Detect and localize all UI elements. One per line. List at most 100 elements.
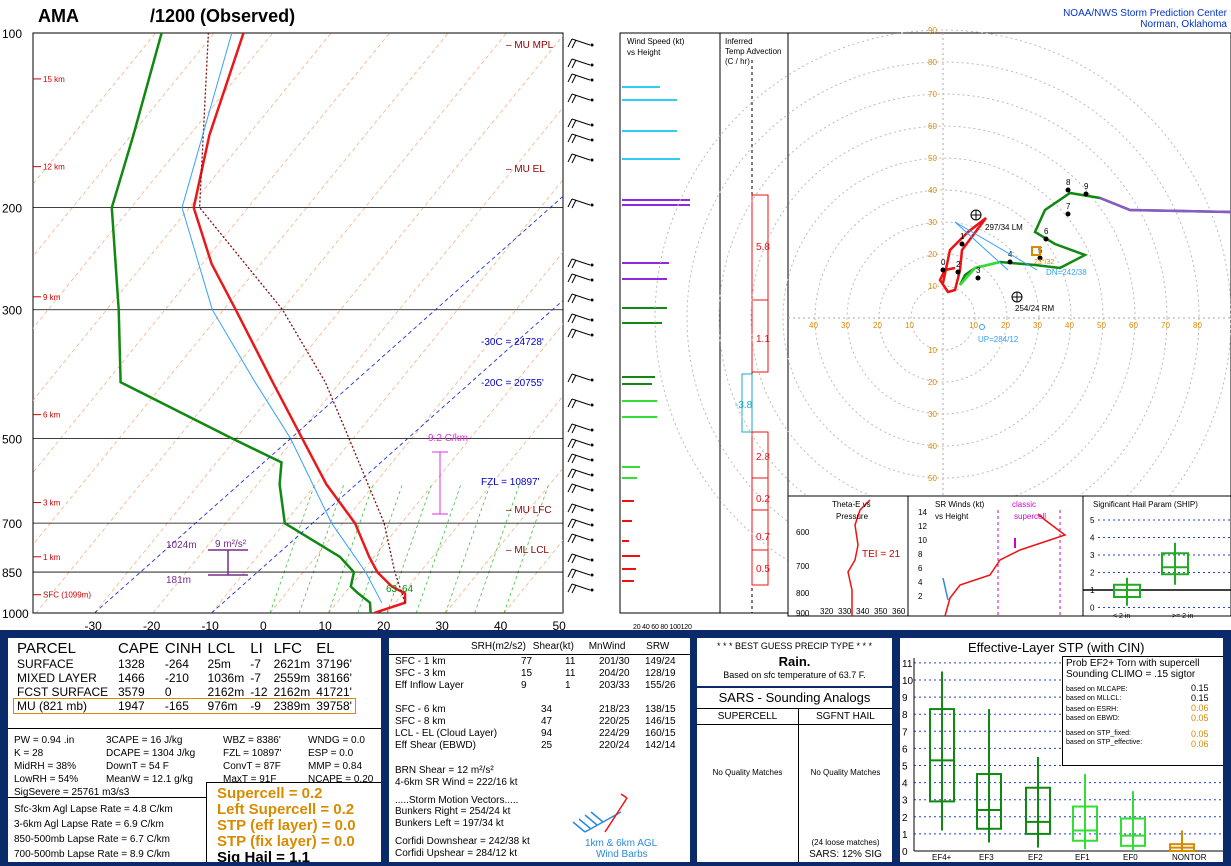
wind-barb-flag (567, 328, 573, 338)
hodo-ring-label: 30 (928, 218, 937, 227)
wind-barb-dot (590, 538, 594, 542)
stp-category-label: EF1 (1075, 853, 1090, 862)
parcel-cell: -9 (250, 699, 261, 713)
dry-adiabat (33, 33, 449, 546)
hodo-x-label: 60 (1129, 321, 1138, 330)
inflow-bottom-label: 181m (166, 575, 191, 586)
kinematics-cell: 138/15 (645, 704, 676, 715)
ship-y-label: 5 (1090, 516, 1095, 525)
wind-barb-shaft (571, 453, 591, 461)
hodograph-point-label: 1 (960, 232, 965, 241)
kinematics-cell: 128/19 (645, 668, 676, 679)
wind-speed-bar (622, 477, 637, 479)
wind-barb-dot (590, 508, 594, 512)
mixing-ratio-line (328, 484, 374, 613)
stp-box (1025, 786, 1051, 835)
srw-title1: SR Winds (kt) (935, 500, 985, 509)
index-value: K = 28 (14, 748, 44, 759)
wind-barb-flag (567, 153, 573, 163)
wetbulb-trace (181, 33, 383, 603)
parcel-table: PARCEL CAPE CINH LCL LI LFC EL SURFACE 13… (13, 640, 356, 714)
stp-boxplot: 0 1 2 3 4 5 6 7 8 9 10 11 EF4+ EF3 EF2 EF1 EF0 NONTOR (902, 658, 1223, 862)
wind-barb-dot (590, 203, 594, 207)
wind-barb-flag (571, 439, 577, 449)
wind-barb-flag (567, 453, 573, 463)
sr-wind-trace: 14 12 10 8 6 4 2 (918, 508, 1067, 617)
hodograph-point-label: 8 (1066, 178, 1071, 187)
dry-adiabat (33, 33, 273, 329)
index-value: NCAPE = 0.20 (308, 774, 374, 785)
sars-loose: (24 loose matches) (811, 838, 880, 847)
composite-stp-eff: STP (eff layer) = 0.0 (217, 817, 356, 834)
sars-nomatch1: No Quality Matches (712, 768, 783, 777)
composite-stp-fix: STP (fix layer) = 0.0 (217, 833, 355, 850)
index-col4: WNDG = 0.0 ESP = 0.0 MMP = 0.84 NCAPE = … (308, 734, 373, 786)
station-title: AMA (38, 6, 79, 26)
ship-x1: < 2 in (1113, 613, 1131, 620)
org-line1: NOAA/NWS Storm Prediction Center (1063, 8, 1227, 19)
hodo-ring-label: 10 (928, 282, 937, 291)
hodograph-point-label: 3 (976, 266, 981, 275)
wind-speed-bar (622, 322, 662, 324)
mixing-ratio-line (298, 484, 345, 613)
wind-barb-flag (571, 134, 577, 144)
dry-adiabat (35, 33, 507, 613)
motion-vector: Bunkers Right = 254/24 kt (395, 806, 511, 817)
kin-header: SRW (646, 641, 670, 652)
stp-based-row: based on MLLCL: (1066, 694, 1186, 703)
kinematics-cell: 220/24 (599, 740, 630, 751)
precip-title: * * * BEST GUESS PRECIP TYPE * * * (716, 641, 873, 651)
stp-based-label: based on EBWD: (1066, 715, 1120, 722)
hodo-x-label: 10 (905, 321, 914, 330)
temp-adv-box (741, 373, 753, 433)
parcel-cell: 37196' (316, 657, 352, 671)
height-label: SFC (1099m) (43, 591, 91, 600)
wind-barb-flag (571, 74, 577, 84)
mixing-ratio-line (415, 484, 462, 613)
wind-barb-dot (590, 43, 594, 47)
wind-speed-bar (622, 262, 669, 264)
wind-barb-flag (571, 469, 577, 479)
wind-barb-flag (567, 468, 573, 478)
wind-barb-dot (590, 278, 594, 282)
lapse-rate: 850-500mb Lapse Rate = 6.7 C/km (14, 834, 170, 845)
upshear-label: UP=284/12 (978, 335, 1019, 344)
kinematics-cell: 201/30 (599, 656, 630, 667)
kinematics-cell: 155/26 (645, 680, 676, 691)
wind-speed-bar (622, 158, 680, 160)
wind-barb-dot (590, 403, 594, 407)
mu-mpl-label: – MU MPL (506, 40, 554, 51)
kinematics-cell: Eff Inflow Layer (395, 680, 464, 691)
precip-note: Based on sfc temperature of 63.7 F. (723, 670, 866, 680)
stp-box (1072, 805, 1098, 842)
hodo-ring-label: 20 (928, 378, 937, 387)
index-value: FZL = 10897' (223, 748, 282, 759)
wind-barb-shaft (571, 438, 591, 446)
kinematics-cell: 9 (521, 680, 527, 691)
wind-barb-shaft (571, 328, 591, 336)
wind-barb-flag (567, 553, 573, 563)
mixing-ratio-line (386, 484, 433, 613)
stp-based-value: 0.06 (1191, 739, 1209, 749)
sfc-dewpoint-label: 63 (386, 584, 398, 595)
parcel-cell: 1466 (118, 671, 145, 685)
pressure-tick-label: 100 (2, 27, 22, 41)
precip-panel: * * * BEST GUESS PRECIP TYPE * * * Rain.… (697, 638, 892, 686)
theta-title1: Theta-E vs (832, 500, 871, 509)
kinematics-cell: LCL - EL (Cloud Layer) (395, 728, 498, 739)
sr-wind-46: 4-6km SR Wind = 222/16 kt (395, 777, 518, 788)
wind-barb-flag (567, 423, 573, 433)
wind-barb-flag (571, 554, 577, 564)
hodograph-point (1037, 255, 1043, 261)
parcel-header: EL (316, 640, 335, 657)
lapse-rate: Sfc-3km Agl Lapse Rate = 4.8 C/km (14, 804, 173, 815)
isobar-lines: 100 200 300 500 700 850 1000 -30 -20 -10 0 10 20 30 40… (2, 27, 566, 630)
kinematics-cell: 160/15 (645, 728, 676, 739)
pressure-tick-label: 200 (2, 202, 22, 216)
hodograph-point-label: 2 (956, 260, 961, 269)
wind-barb-flag (571, 374, 577, 384)
wind-barb-shaft (571, 313, 591, 321)
dry-adiabat (94, 34, 563, 613)
parcel-cell: 1947 (118, 699, 145, 713)
